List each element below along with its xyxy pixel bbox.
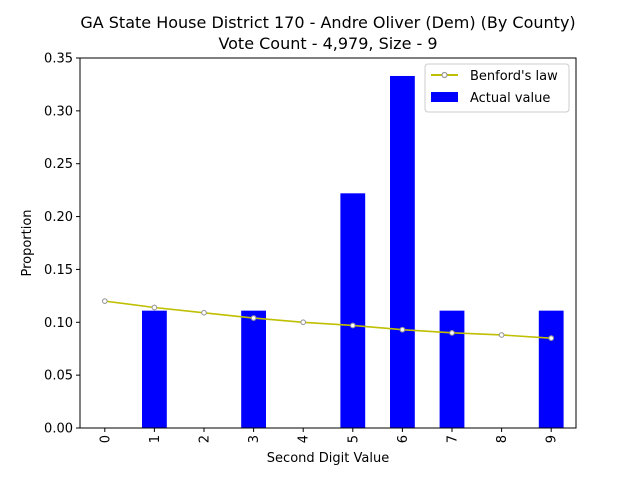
benford-point-4 <box>300 319 307 326</box>
legend-label-benford: Benford's law <box>470 69 558 84</box>
benford-point-7 <box>449 330 455 336</box>
bar-9 <box>538 310 564 428</box>
benford-point-1 <box>151 304 158 311</box>
x-tick-label: 5 <box>346 435 361 443</box>
benford-point-3 <box>250 315 257 321</box>
chart-title-line-1: GA State House District 170 - Andre Oliv… <box>80 13 575 32</box>
legend-line-marker <box>441 71 448 79</box>
y-tick-label: 0.25 <box>44 157 73 172</box>
y-tick-label: 0.35 <box>44 52 73 67</box>
chart-title-line-2: Vote Count - 4,979, Size - 9 <box>218 34 437 53</box>
benford-point-8 <box>498 332 505 338</box>
benford-line <box>104 300 552 339</box>
bars-layer <box>142 75 564 428</box>
x-axis-ticks: 0 1 2 3 4 5 6 7 8 9 <box>98 428 560 443</box>
plot-frame <box>79 57 577 429</box>
y-axis-label: Proportion <box>20 209 35 276</box>
x-tick-label: 1 <box>148 435 163 443</box>
x-tick-label: 0 <box>98 435 113 443</box>
x-tick-label: 4 <box>297 435 312 443</box>
legend: Benford's law Actual value <box>424 63 570 113</box>
x-tick-label: 7 <box>446 435 461 443</box>
bar-7 <box>439 310 465 428</box>
benford-point-5 <box>349 322 356 329</box>
y-tick-label: 0.15 <box>44 263 73 278</box>
y-tick-label: 0.00 <box>44 422 73 437</box>
x-tick-label: 2 <box>198 435 213 443</box>
bar-5 <box>340 193 366 428</box>
benford-point-2 <box>201 309 207 316</box>
bar-1 <box>142 310 167 428</box>
y-tick-label: 0.10 <box>44 316 73 331</box>
y-tick-label: 0.20 <box>44 210 73 225</box>
benford-point-9 <box>548 335 555 341</box>
legend-label-actual: Actual value <box>470 91 550 106</box>
x-axis-label: Second Digit Value <box>267 451 389 466</box>
benford-line-layer <box>101 298 555 341</box>
y-tick-label: 0.05 <box>44 369 73 384</box>
x-tick-label: 3 <box>247 435 262 443</box>
legend-box <box>424 63 570 113</box>
y-tick-label: 0.30 <box>44 104 73 119</box>
y-axis-ticks: 0.00 0.05 0.10 0.15 0.20 0.25 0.30 0.35 <box>44 52 80 437</box>
legend-bar-swatch <box>431 92 458 102</box>
bar-6 <box>390 75 415 428</box>
bar-3 <box>241 310 266 428</box>
x-tick-label: 6 <box>396 435 411 443</box>
benford-point-6 <box>399 326 406 333</box>
benford-point-0 <box>101 298 108 304</box>
x-tick-label: 9 <box>545 435 560 443</box>
x-tick-label: 8 <box>495 435 510 443</box>
